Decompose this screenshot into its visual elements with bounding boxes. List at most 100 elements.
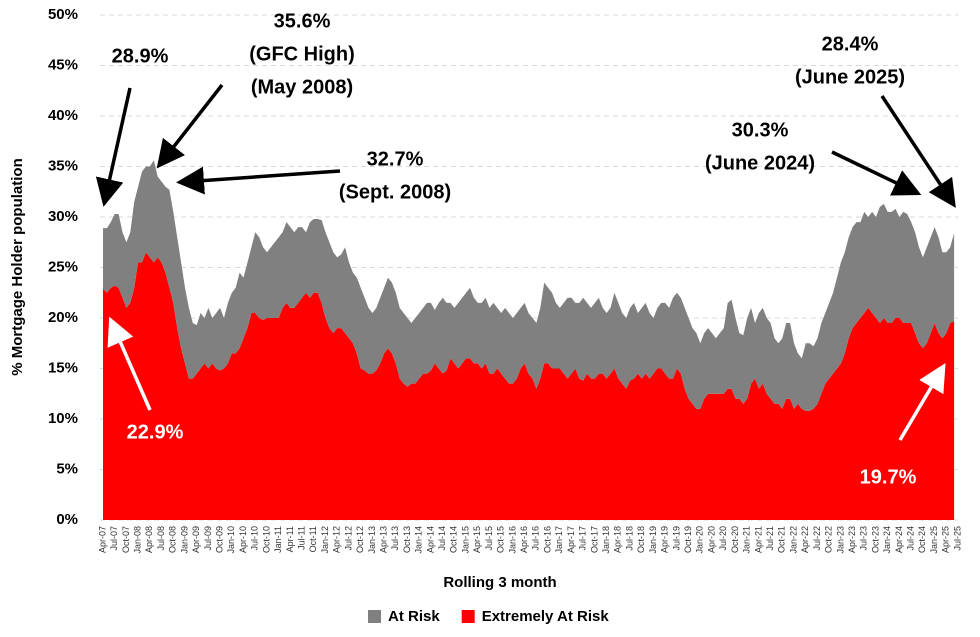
annotation: 28.4% bbox=[822, 33, 879, 55]
x-tick-label: Jul-12 bbox=[343, 526, 353, 551]
x-axis-title: Rolling 3 month bbox=[443, 574, 556, 591]
x-tick-label: Jan-25 bbox=[929, 526, 939, 554]
annotation: 28.9% bbox=[112, 45, 169, 67]
x-tick-label: Apr-14 bbox=[425, 526, 435, 553]
x-tick-label: Jul-16 bbox=[531, 526, 541, 551]
x-tick-label: Jul-10 bbox=[250, 526, 260, 551]
annotation: (Sept. 2008) bbox=[339, 181, 451, 203]
x-tick-label: Oct-11 bbox=[308, 526, 318, 552]
x-tick-label: Jan-17 bbox=[554, 526, 564, 554]
y-tick-label: 5% bbox=[56, 460, 78, 477]
x-tick-label: Oct-18 bbox=[636, 526, 646, 553]
x-tick-label: Jul-21 bbox=[765, 526, 775, 551]
x-tick-label: Oct-12 bbox=[355, 526, 365, 553]
arrow bbox=[898, 362, 946, 441]
arrow bbox=[95, 87, 132, 207]
x-tick-label: Jul-18 bbox=[624, 526, 634, 551]
x-tick-label: Jul-19 bbox=[671, 526, 681, 551]
x-tick-label: Jan-10 bbox=[226, 526, 236, 554]
x-tick-label: Jul-15 bbox=[484, 526, 494, 551]
area bbox=[103, 160, 955, 411]
x-tick-label: Apr-16 bbox=[519, 526, 529, 553]
legend-swatch bbox=[368, 610, 381, 623]
x-tick-label: Jan-19 bbox=[648, 526, 658, 554]
x-tick-label: Apr-19 bbox=[660, 526, 670, 553]
x-tick-label: Oct-17 bbox=[589, 526, 599, 553]
y-tick-label: 0% bbox=[56, 511, 78, 528]
legend-label: Extremely At Risk bbox=[482, 608, 610, 625]
y-tick-label: 40% bbox=[48, 107, 78, 124]
x-tick-label: Apr-18 bbox=[613, 526, 623, 553]
x-tick-label: Oct-21 bbox=[777, 526, 787, 553]
y-tick-label: 25% bbox=[48, 258, 78, 275]
arrow bbox=[156, 83, 224, 169]
x-tick-label: Oct-24 bbox=[917, 526, 927, 553]
x-tick-label: Apr-10 bbox=[238, 526, 248, 553]
x-tick-label: Jul-08 bbox=[156, 526, 166, 551]
x-tick-label: Oct-16 bbox=[542, 526, 552, 553]
x-tick-label: Jul-22 bbox=[812, 526, 822, 551]
x-tick-label: Jan-16 bbox=[507, 526, 517, 554]
x-tick-label: Apr-20 bbox=[706, 526, 716, 553]
legend-swatch bbox=[461, 610, 475, 623]
legend-label: At Risk bbox=[388, 608, 440, 625]
x-tick-label: Jan-23 bbox=[835, 526, 845, 554]
x-tick-label: Jul-25 bbox=[952, 526, 962, 551]
x-tick-label: Apr-22 bbox=[800, 526, 810, 553]
x-tick-label: Jul-13 bbox=[390, 526, 400, 551]
arrow bbox=[107, 316, 152, 411]
x-tick-label: Apr-07 bbox=[97, 526, 107, 553]
x-tick-label: Oct-09 bbox=[214, 526, 224, 553]
x-tick-label: Oct-08 bbox=[168, 526, 178, 553]
x-tick-label: Apr-08 bbox=[144, 526, 154, 553]
annotation: 30.3% bbox=[732, 119, 789, 141]
annotation: (June 2025) bbox=[795, 66, 905, 88]
annotation: 32.7% bbox=[367, 148, 424, 170]
y-tick-label: 30% bbox=[48, 208, 78, 225]
x-tick-label: Oct-15 bbox=[496, 526, 506, 553]
x-tick-label: Apr-11 bbox=[285, 526, 295, 552]
x-tick-label: Apr-09 bbox=[191, 526, 201, 553]
annotation: 35.6% bbox=[274, 10, 331, 32]
y-tick-label: 35% bbox=[48, 157, 78, 174]
x-tick-label: Jan-11 bbox=[273, 526, 283, 553]
arrow bbox=[176, 166, 341, 195]
x-tick-label: Apr-23 bbox=[847, 526, 857, 553]
x-tick-label: Oct-22 bbox=[824, 526, 834, 553]
y-tick-label: 10% bbox=[48, 410, 78, 427]
x-tick-label: Oct-10 bbox=[261, 526, 271, 553]
x-tick-label: Oct-14 bbox=[449, 526, 459, 553]
arrows bbox=[95, 83, 956, 441]
x-tick-label: Jan-18 bbox=[601, 526, 611, 554]
x-tick-label: Jan-14 bbox=[414, 526, 424, 554]
x-tick-label: Apr-13 bbox=[378, 526, 388, 553]
y-tick-label: 20% bbox=[48, 309, 78, 326]
x-tick-label: Oct-19 bbox=[683, 526, 693, 553]
y-axis-title: % Mortgage Holder population bbox=[9, 158, 26, 376]
x-tick-label: Jan-13 bbox=[367, 526, 377, 554]
x-tick-label: Oct-13 bbox=[402, 526, 412, 553]
x-tick-label: Apr-25 bbox=[941, 526, 951, 553]
x-tick-label: Jul-23 bbox=[859, 526, 869, 551]
x-tick-label: Apr-24 bbox=[894, 526, 904, 553]
x-tick-label: Apr-12 bbox=[332, 526, 342, 553]
annotation: 22.9% bbox=[127, 421, 184, 443]
x-tick-label: Jul-17 bbox=[578, 526, 588, 551]
x-tick-label: Oct-07 bbox=[121, 526, 131, 553]
x-tick-label: Oct-23 bbox=[870, 526, 880, 553]
x-tick-label: Jan-21 bbox=[742, 526, 752, 554]
x-tick-label: Oct-20 bbox=[730, 526, 740, 553]
x-tick-label: Jan-12 bbox=[320, 526, 330, 554]
x-tick-label: Jan-08 bbox=[133, 526, 143, 554]
x-tick-label: Jul-09 bbox=[203, 526, 213, 551]
arrow bbox=[880, 95, 956, 208]
annotation: (May 2008) bbox=[251, 76, 353, 98]
x-tick-label: Jul-11 bbox=[296, 526, 306, 550]
annotation: (June 2024) bbox=[705, 152, 815, 174]
x-tick-label: Apr-17 bbox=[566, 526, 576, 553]
x-tick-label: Jul-14 bbox=[437, 526, 447, 551]
x-tick-label: Jan-24 bbox=[882, 526, 892, 554]
x-tick-label: Apr-15 bbox=[472, 526, 482, 553]
x-tick-label: Jan-15 bbox=[460, 526, 470, 554]
